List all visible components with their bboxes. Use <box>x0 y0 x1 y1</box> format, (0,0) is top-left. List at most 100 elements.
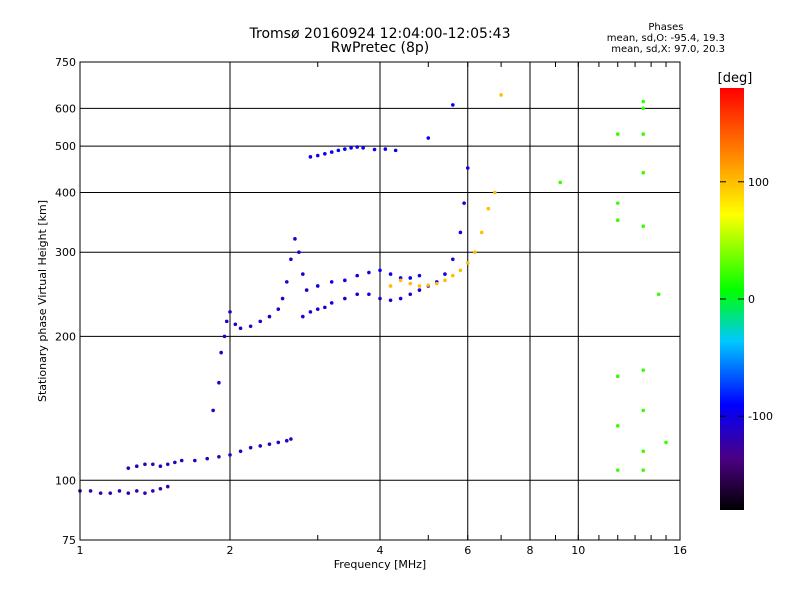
echo-point <box>219 350 223 355</box>
echo-point <box>98 491 103 495</box>
y-tick-label: 750 <box>55 56 76 69</box>
echo-point <box>479 230 484 235</box>
echo-point <box>417 288 422 292</box>
echo-point <box>267 314 272 319</box>
y-axis-label: Stationary phase Virtual Height [km] <box>36 200 49 402</box>
echo-point <box>451 103 455 107</box>
echo-point <box>434 281 439 286</box>
echo-point <box>329 301 334 305</box>
echo-point <box>308 310 313 314</box>
echo-point <box>641 106 646 111</box>
echo-point <box>558 180 563 185</box>
phase-stats-heading: Phases <box>648 22 684 33</box>
echo-point <box>88 489 93 493</box>
echo-point <box>293 237 297 241</box>
echo-point <box>615 201 620 205</box>
echo-point <box>134 489 139 493</box>
echo-point <box>641 449 646 454</box>
echo-point <box>238 449 243 454</box>
y-tick-label: 200 <box>55 330 76 343</box>
echo-point <box>238 326 243 331</box>
echo-point <box>408 276 413 280</box>
echo-point <box>217 380 221 385</box>
echo-point <box>315 284 320 288</box>
echo-point <box>222 334 227 339</box>
echo-point <box>641 170 646 175</box>
x-tick-label: 10 <box>571 544 585 557</box>
echo-point <box>134 464 139 469</box>
echo-point <box>165 462 170 467</box>
echo-point <box>323 151 327 156</box>
y-tick-label: 100 <box>55 474 76 487</box>
echo-point <box>372 147 377 152</box>
echo-point <box>343 296 347 301</box>
echo-point <box>664 440 668 445</box>
echo-point <box>361 146 365 150</box>
echo-point <box>641 408 646 413</box>
echo-point <box>388 284 393 288</box>
colorbar-label: [deg] <box>718 71 753 86</box>
echo-point <box>336 148 341 153</box>
echo-point <box>248 324 253 329</box>
echo-point <box>465 261 470 265</box>
echo-point <box>355 145 359 149</box>
echo-point <box>315 153 320 158</box>
echo-point <box>355 292 359 297</box>
echo-point <box>224 319 229 324</box>
axes-layer: 1 2 4 6 8 10 16 75 100 200 300 400 500 600 750 <box>55 56 687 557</box>
echo-point <box>158 464 163 469</box>
echo-point <box>276 440 281 445</box>
echo-point <box>641 99 646 104</box>
echo-point <box>315 307 320 311</box>
echo-point <box>228 310 232 314</box>
echo-point <box>165 484 170 489</box>
echo-point <box>284 438 289 443</box>
y-tick-label: 300 <box>55 246 76 259</box>
echo-point <box>378 296 382 301</box>
x-tick-label: 4 <box>377 544 384 557</box>
x-axis-label: Frequency [MHz] <box>334 558 426 571</box>
echo-point <box>641 132 646 136</box>
echo-point <box>258 444 263 448</box>
echo-point <box>143 491 147 495</box>
echo-point <box>426 136 431 140</box>
y-tick-label: 600 <box>55 102 76 115</box>
echo-point <box>615 218 620 223</box>
echo-point <box>329 280 334 284</box>
echo-point <box>458 230 463 235</box>
echo-point <box>473 250 477 255</box>
echo-point <box>211 408 215 413</box>
echo-point <box>280 296 285 301</box>
y-tick-label: 400 <box>55 186 76 199</box>
x-tick-label: 16 <box>673 544 687 557</box>
colorbar-tick-label: 0 <box>748 293 755 306</box>
echo-point <box>451 273 455 278</box>
echo-point <box>367 292 371 297</box>
echo-point <box>615 374 620 379</box>
chart-title-line2: RwPretec (8p) <box>330 40 430 56</box>
echo-point <box>499 93 503 97</box>
echo-point <box>193 458 197 463</box>
echo-point <box>383 147 388 151</box>
echo-point <box>308 155 313 159</box>
x-tick-label: 1 <box>77 544 84 557</box>
echo-point <box>108 491 113 495</box>
x-tick-label: 2 <box>227 544 234 557</box>
echo-point <box>641 368 646 372</box>
echo-point <box>151 462 155 467</box>
echo-point <box>217 454 221 459</box>
echo-point <box>289 437 293 441</box>
echo-point <box>126 466 131 470</box>
echo-point <box>323 305 327 310</box>
echo-point <box>126 491 131 495</box>
y-tick-label: 500 <box>55 140 76 153</box>
echo-point <box>398 278 403 283</box>
phase-stats-x: mean, sd,X: 97.0, 20.3 <box>611 44 725 55</box>
echo-point <box>378 268 382 273</box>
echo-point <box>615 468 620 472</box>
echo-point <box>117 489 122 493</box>
colorbar-ticks: 100 0 -100 <box>720 176 773 423</box>
echo-point <box>355 273 359 278</box>
echo-point <box>417 273 422 278</box>
